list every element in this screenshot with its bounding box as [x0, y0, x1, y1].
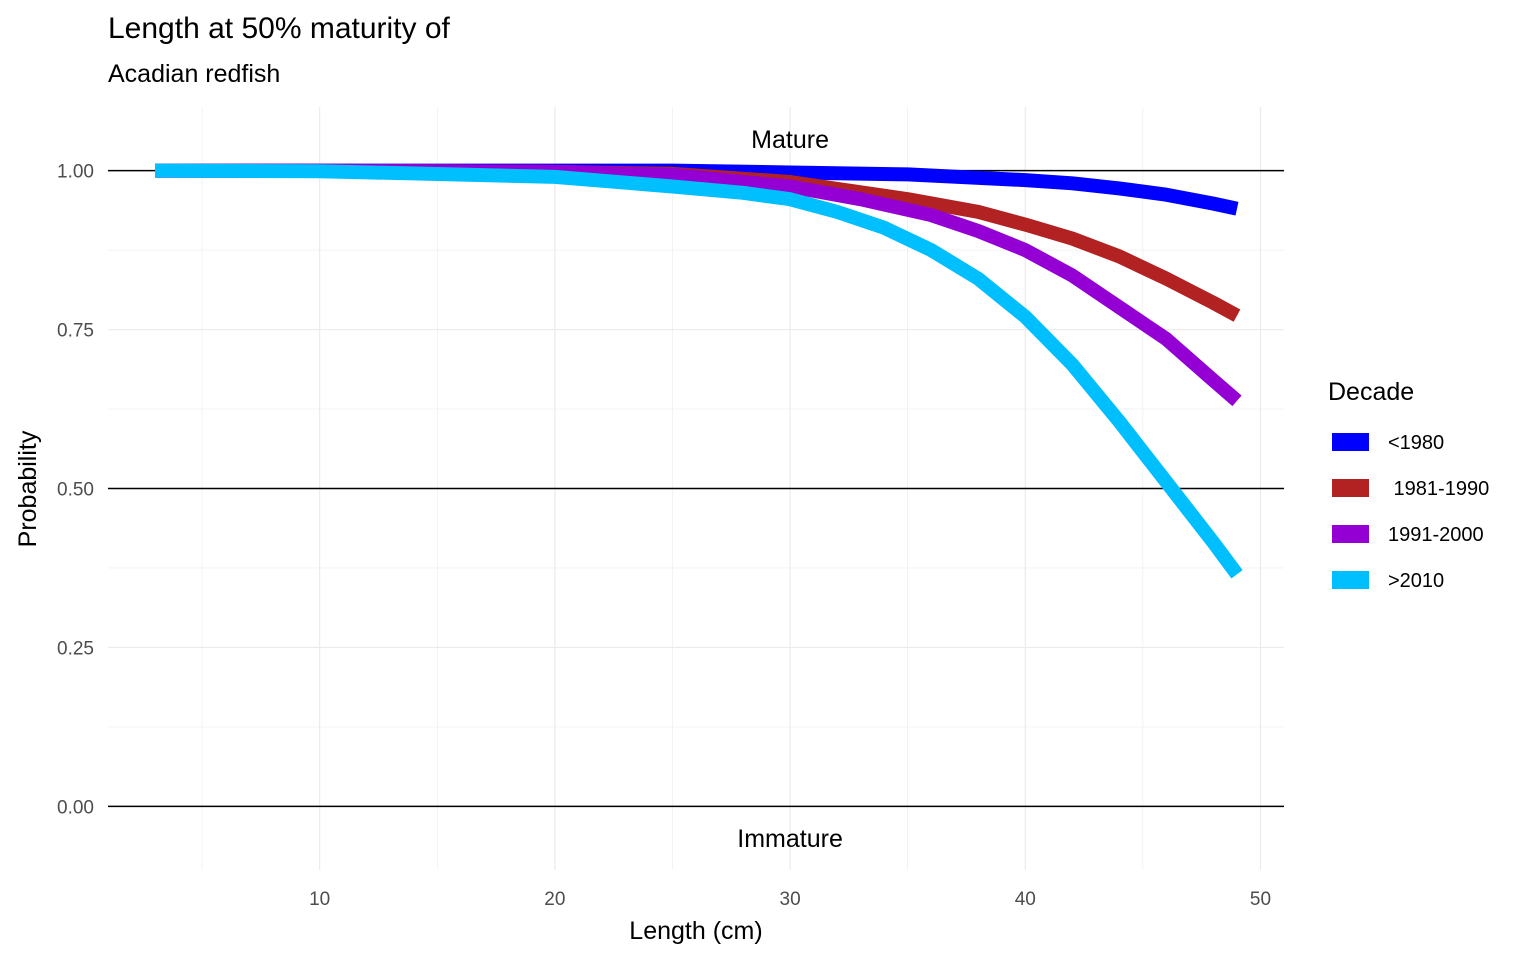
x-tick-label: 30	[780, 889, 801, 910]
y-tick-label: 0.00	[57, 797, 94, 818]
x-tick-label: 10	[309, 889, 330, 910]
tick-labels: 10 20 30 40 50 0.00 0.25 0.50 0.75 1.00	[57, 162, 1271, 910]
legend-label: 1991-2000	[1388, 524, 1484, 546]
y-axis-title: Probability	[14, 430, 42, 547]
y-tick-label: 0.75	[57, 321, 94, 342]
legend-label: 1981-1990	[1388, 478, 1489, 500]
legend-swatch	[1332, 525, 1369, 543]
series-lines	[154, 163, 1243, 579]
reference-lines	[108, 169, 1284, 808]
x-axis-title: Length (cm)	[629, 917, 762, 945]
legend-label: <1980	[1388, 432, 1444, 454]
legend-swatch	[1332, 433, 1369, 451]
legend-swatch	[1332, 479, 1369, 497]
y-tick-label: 0.50	[57, 480, 94, 501]
legend: Decade <1980 1981-1990 1991-2000 >2010	[1328, 378, 1489, 592]
legend-title: Decade	[1328, 378, 1414, 406]
y-tick-label: 1.00	[57, 162, 94, 183]
chart-subtitle: Acadian redfish	[108, 60, 281, 88]
legend-swatch	[1332, 571, 1369, 589]
chart-title: Length at 50% maturity of	[108, 12, 450, 45]
y-tick-label: 0.25	[57, 638, 94, 659]
x-tick-label: 20	[544, 889, 565, 910]
x-tick-label: 50	[1250, 889, 1271, 910]
legend-label: >2010	[1388, 570, 1444, 592]
annotation-mature: Mature	[751, 126, 829, 154]
annotation-immature: Immature	[737, 825, 843, 853]
x-tick-label: 40	[1015, 889, 1036, 910]
series-line	[154, 163, 1243, 579]
